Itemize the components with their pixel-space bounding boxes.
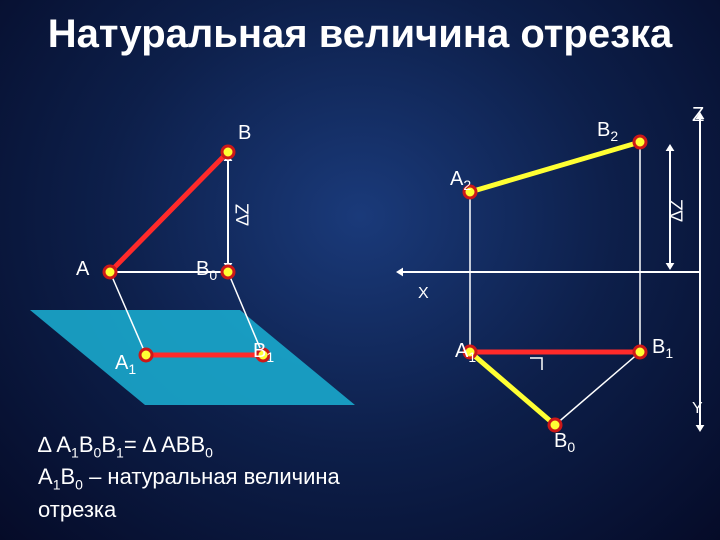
eq-line1: ∆ A1B0B1= ∆ ABB0 (38, 430, 340, 462)
label-X: X (418, 285, 429, 303)
label-B2: В2 (597, 119, 618, 144)
eq-line3: отрезка (38, 495, 340, 525)
label-dZ-left: ∆Z (233, 203, 254, 225)
label-B0r: В0 (554, 430, 575, 455)
label-dZ-right: ∆Z (667, 199, 688, 221)
slide: { "title": "Натуральная величина отрезка… (0, 0, 720, 540)
label-A1r: А1 (455, 340, 476, 365)
label-A: А (76, 258, 89, 281)
bottom-text: ∆ A1B0B1= ∆ ABB0 A1B0 – натуральная вели… (38, 430, 340, 524)
eq-line2: A1B0 – натуральная величина (38, 462, 340, 494)
label-Z: Z (692, 104, 704, 127)
label-B: В (238, 122, 251, 145)
label-B1: В1 (253, 340, 274, 365)
label-A1: А1 (115, 352, 136, 377)
label-B0: В0 (196, 258, 217, 283)
label-Y: Y (692, 400, 703, 418)
label-A2: А2 (450, 168, 471, 193)
label-B1r: В1 (652, 336, 673, 361)
